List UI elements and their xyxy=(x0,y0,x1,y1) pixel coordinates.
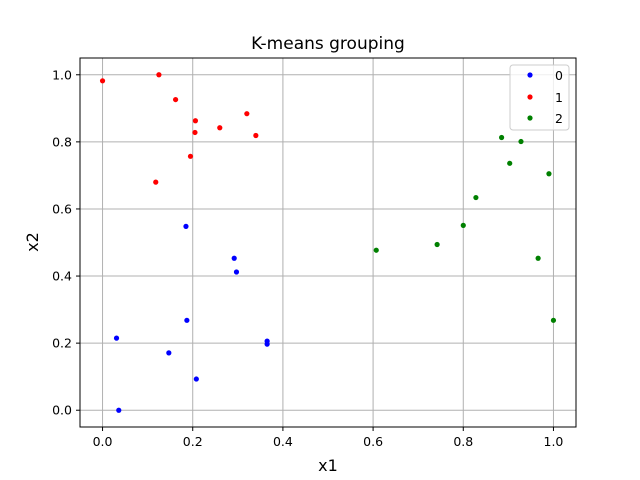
legend-label-2: 2 xyxy=(555,111,563,126)
data-point-series-0 xyxy=(264,341,270,347)
legend: 0 1 2 xyxy=(509,64,570,131)
data-point-series-0 xyxy=(184,317,190,323)
data-point-series-0 xyxy=(231,255,237,261)
data-point-series-0 xyxy=(193,376,199,382)
y-tick-label: 0.2 xyxy=(52,336,72,351)
y-tick-label: 0.4 xyxy=(52,269,72,284)
y-tick-label: 0.6 xyxy=(52,201,72,216)
legend-marker-2 xyxy=(527,115,533,121)
x-tick-label: 0.8 xyxy=(453,434,473,449)
data-point-series-1 xyxy=(156,72,162,78)
data-point-series-0 xyxy=(233,269,240,275)
x-tick-label: 1.0 xyxy=(544,434,564,449)
data-point-series-1 xyxy=(192,118,199,124)
data-point-series-2 xyxy=(373,247,379,253)
data-point-series-1 xyxy=(244,111,250,117)
legend-box xyxy=(509,64,570,131)
data-point-series-2 xyxy=(535,255,541,261)
axis-ticks: 0.0 0.2 0.4 0.6 0.8 1.0 0.0 0.2 0.4 0.6 0.8 1.0 xyxy=(52,67,563,449)
x-tick-label: 0.2 xyxy=(183,434,203,449)
y-axis-label: x2 xyxy=(23,232,42,252)
chart-title: K-means grouping xyxy=(251,34,405,54)
legend-label-1: 1 xyxy=(555,90,563,105)
data-point-series-0 xyxy=(113,335,120,341)
data-point-series-1 xyxy=(187,153,194,159)
data-point-series-2 xyxy=(434,241,440,248)
legend-marker-0 xyxy=(527,72,533,78)
data-point-series-0 xyxy=(183,223,189,229)
x-tick-label: 0.4 xyxy=(273,434,293,449)
plot-frame xyxy=(79,57,577,428)
data-point-series-0 xyxy=(116,407,122,413)
y-tick-label: 0.8 xyxy=(52,134,72,149)
data-point-series-1 xyxy=(99,78,106,84)
data-point-series-1 xyxy=(253,132,259,139)
y-tick-label: 0.0 xyxy=(52,403,72,418)
data-point-series-2 xyxy=(499,134,505,141)
data-point-series-2 xyxy=(550,317,557,323)
data-point-series-2 xyxy=(518,138,524,145)
data-point-series-1 xyxy=(192,129,198,136)
data-point-series-2 xyxy=(546,171,552,177)
y-tick-label: 1.0 xyxy=(52,67,72,82)
x-tick-label: 0.0 xyxy=(93,434,113,449)
data-points xyxy=(99,72,557,413)
data-point-series-2 xyxy=(507,160,513,166)
x-axis-label: x1 xyxy=(318,456,338,475)
data-point-series-1 xyxy=(172,96,179,103)
data-point-series-0 xyxy=(166,350,172,356)
data-point-series-2 xyxy=(473,194,479,201)
legend-label-0: 0 xyxy=(555,68,563,83)
data-point-series-1 xyxy=(217,125,223,131)
x-tick-label: 0.6 xyxy=(363,434,383,449)
data-point-series-1 xyxy=(153,179,159,185)
grid-lines xyxy=(80,58,576,427)
data-point-series-2 xyxy=(460,222,466,228)
legend-marker-1 xyxy=(527,94,533,100)
